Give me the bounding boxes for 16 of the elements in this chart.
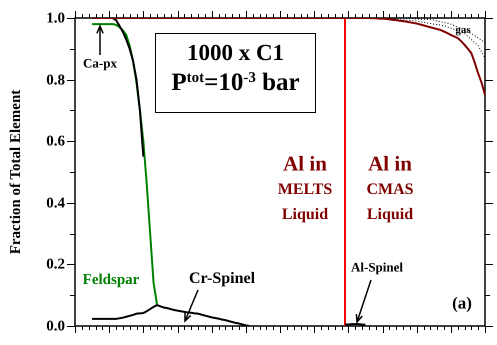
y-tick-label: 0.6 bbox=[46, 133, 66, 150]
y-tick-label: 0.8 bbox=[46, 72, 65, 88]
annotation: Feldspar bbox=[82, 272, 140, 288]
y-tick-label: 0.2 bbox=[46, 256, 65, 272]
annotation: (a) bbox=[452, 293, 472, 312]
y-axis-title: Fraction of Total Element bbox=[8, 90, 24, 254]
text: P$^{tot}$=10$^{-3}$ bar bbox=[170, 68, 301, 98]
annotation: Al in CMAS Liquid bbox=[366, 151, 414, 224]
annotation: Ca-px bbox=[83, 55, 118, 70]
annotation: Al-Spinel bbox=[350, 259, 404, 274]
y-tick-label: 1.0 bbox=[46, 10, 65, 26]
y-tick-label: 0.0 bbox=[46, 318, 65, 334]
annotation: Al in MELTS Liquid bbox=[278, 151, 332, 224]
y-tick-label: 0.4 bbox=[46, 195, 66, 212]
annotation: Cr-Spinel bbox=[188, 270, 256, 288]
text: 1000 x C1 bbox=[186, 40, 286, 66]
